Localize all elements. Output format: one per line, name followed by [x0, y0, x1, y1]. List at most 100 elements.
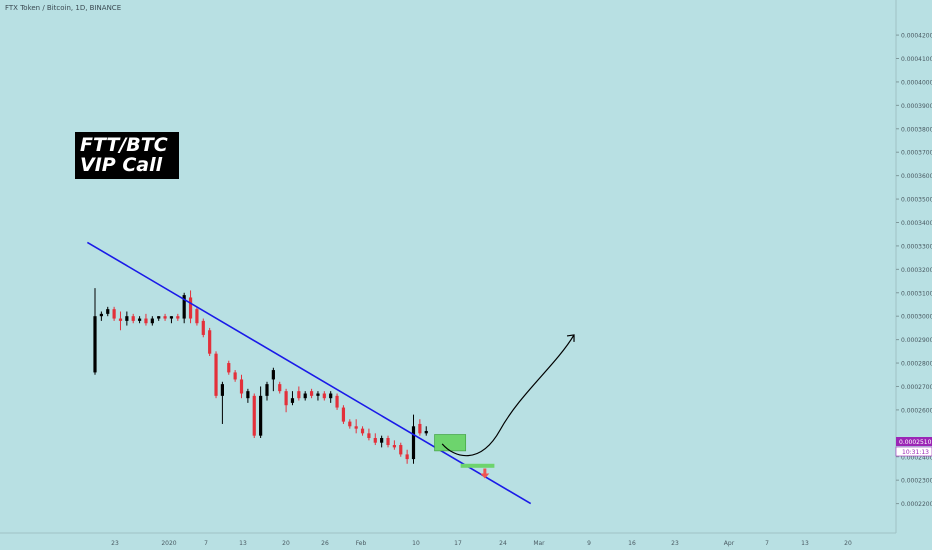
candle-body — [392, 445, 396, 448]
candle-body — [131, 316, 135, 321]
candle-layer — [93, 288, 428, 464]
x-tick-label: 23 — [671, 540, 679, 547]
candle-body — [341, 407, 346, 422]
candle-body — [246, 391, 250, 399]
candle-body — [303, 393, 307, 399]
candle-body — [373, 438, 377, 443]
y-tick-label: 0.0003900 — [901, 103, 932, 110]
candle-body — [271, 370, 275, 380]
y-tick-label: 0.0004200 — [901, 33, 932, 40]
candle-body — [386, 438, 390, 446]
candle-body — [278, 384, 282, 392]
y-tick-label: 0.0002600 — [901, 407, 932, 414]
symbol-header: FTX Token / Bitcoin, 1D, BINANCE — [5, 4, 122, 12]
y-tick-label: 0.0002400 — [901, 454, 932, 461]
x-tick-label: 24 — [499, 540, 507, 547]
y-tick-label: 0.0003100 — [901, 290, 932, 297]
candle-body — [163, 316, 167, 319]
candle-body — [239, 379, 244, 394]
x-tick-label: 23 — [111, 540, 119, 547]
grid-layer — [0, 0, 897, 534]
x-tick-label: Mar — [533, 540, 545, 547]
candle-body — [214, 353, 218, 396]
y-tick-label: 0.0003500 — [901, 197, 932, 204]
callout-line-2: VIP Call — [80, 154, 163, 176]
candle-body — [220, 384, 224, 396]
candle-body — [201, 320, 205, 335]
x-tick-label: 2020 — [161, 540, 176, 547]
target-zone — [460, 463, 495, 468]
y-tick-label: 0.0003400 — [901, 220, 932, 227]
candle-body — [329, 393, 333, 399]
candle-body — [157, 316, 161, 319]
annotation-layer — [86, 241, 575, 505]
y-tick-label: 0.0003700 — [901, 150, 932, 157]
x-tick-label: 10 — [412, 540, 420, 547]
countdown-badge — [895, 446, 932, 457]
last-price-label: 0.0002510 — [899, 439, 932, 446]
y-tick-label: 0.0003200 — [901, 267, 932, 274]
x-tick-label: 16 — [628, 540, 636, 547]
candle-body — [188, 297, 193, 319]
candle-body — [150, 318, 154, 324]
candle-body — [290, 398, 295, 403]
y-tick-label: 0.0004000 — [901, 79, 932, 86]
vip-call-label: FTT/BTC VIP Call — [75, 132, 179, 179]
candle-body — [112, 309, 116, 319]
candle-body — [137, 318, 142, 321]
candle-body — [106, 309, 110, 314]
candle-body — [176, 316, 180, 319]
candle-body — [233, 372, 237, 380]
projection-curve — [441, 334, 575, 457]
candle-body — [411, 426, 416, 460]
x-tick-label: 9 — [587, 540, 591, 547]
callout-line-1: FTT/BTC — [80, 134, 168, 156]
y-tick-label: 0.0002700 — [901, 384, 932, 391]
candle-body — [195, 309, 199, 324]
candle-body — [265, 384, 269, 396]
candle-body — [118, 318, 123, 321]
x-tick-label: 13 — [801, 540, 809, 547]
x-tick-label: 13 — [239, 540, 247, 547]
candle-body — [367, 433, 371, 439]
last-price-badge — [896, 437, 932, 446]
y-tick-label: 0.0002800 — [901, 361, 932, 368]
buy-zone — [434, 434, 467, 452]
candle-body — [354, 426, 358, 429]
candle-body — [125, 316, 129, 321]
down-arrow-stem — [483, 468, 487, 474]
candle-body — [335, 395, 339, 408]
candle-body — [316, 393, 320, 396]
candle-body — [284, 391, 288, 406]
candle-body — [208, 330, 212, 354]
candle-body — [380, 438, 384, 443]
candle-body — [424, 430, 428, 434]
x-tick-label: 20 — [844, 540, 852, 547]
candle-body — [348, 421, 352, 427]
candle-body — [297, 391, 301, 399]
candle-body — [252, 395, 256, 436]
y-tick-label: 0.0003800 — [901, 126, 932, 133]
trendline — [86, 241, 532, 505]
x-tick-label: 7 — [204, 540, 208, 547]
x-tick-label: 17 — [454, 540, 462, 547]
down-arrow-head — [480, 473, 490, 479]
x-tick-label: Feb — [356, 540, 367, 547]
projection-arrowhead — [566, 334, 575, 342]
candle-body — [360, 428, 365, 434]
candle-body — [99, 313, 103, 317]
candle-body — [322, 393, 326, 399]
candle-body — [399, 445, 403, 455]
candle-body — [418, 423, 422, 434]
candle-body — [169, 316, 174, 319]
candle-body — [144, 318, 148, 324]
y-tick-label: 0.0004100 — [901, 56, 932, 63]
y-tick-label: 0.0002300 — [901, 478, 932, 485]
candle-body — [227, 363, 231, 373]
candle-body — [259, 395, 263, 436]
countdown-label: 10:31:13 — [902, 449, 929, 456]
y-tick-label: 0.0003000 — [901, 314, 932, 321]
y-tick-label: 0.0002200 — [901, 501, 932, 508]
